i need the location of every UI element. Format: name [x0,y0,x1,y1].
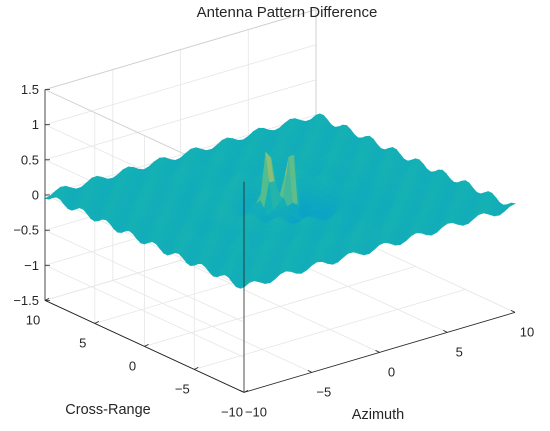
x-tick-label-1: −5 [316,384,331,399]
y-tick-4 [44,298,50,301]
x-tick-label-4: 10 [520,324,534,339]
y-tick-label-4: 10 [26,312,40,327]
z-tick-label-0: −1.5 [13,293,39,308]
grid-x-floor-1 [112,280,312,373]
chart-title: Antenna Pattern Difference [197,4,378,21]
y-tick-2 [144,344,149,347]
x-tick-label-3: 5 [456,344,463,359]
y-tick-label-1: −5 [175,381,190,396]
x-tick-3 [443,330,448,333]
z-tick-label-6: 1.5 [21,82,39,97]
axes [44,89,516,393]
box-top-right [44,9,317,91]
y-tick-3 [94,321,99,324]
y-tick-label-3: 5 [79,335,86,350]
z-tick-label-5: 1 [32,117,39,132]
x-tick-label-2: 0 [388,364,395,379]
x-tick-2 [375,350,380,353]
surface-cell-51-0 [505,202,516,209]
x-axis-label: Azimuth [352,407,404,423]
z-tick-label-2: −0.5 [13,223,39,238]
z-tick-label-4: 0.5 [21,152,39,167]
y-tick-label-2: 0 [129,358,136,373]
y-tick-label-0: −10 [221,404,243,419]
tick-labels: −1.5 −1 −0.5 0 0.5 1 1.5 −10 −5 0 5 10 −10 −5 0 5 10 [13,82,534,419]
z-tick-label-1: −1 [24,258,39,273]
x-tick-0 [239,390,245,393]
y-axis-label: Cross-Range [65,402,150,418]
surface [44,113,516,289]
y-tick-0 [243,390,249,393]
x-tick-4 [510,310,516,313]
x-tick-label-0: −10 [245,404,267,419]
z-tick-label-3: 0 [32,188,39,203]
x-tick-1 [307,370,312,373]
y-tick-1 [194,367,199,370]
